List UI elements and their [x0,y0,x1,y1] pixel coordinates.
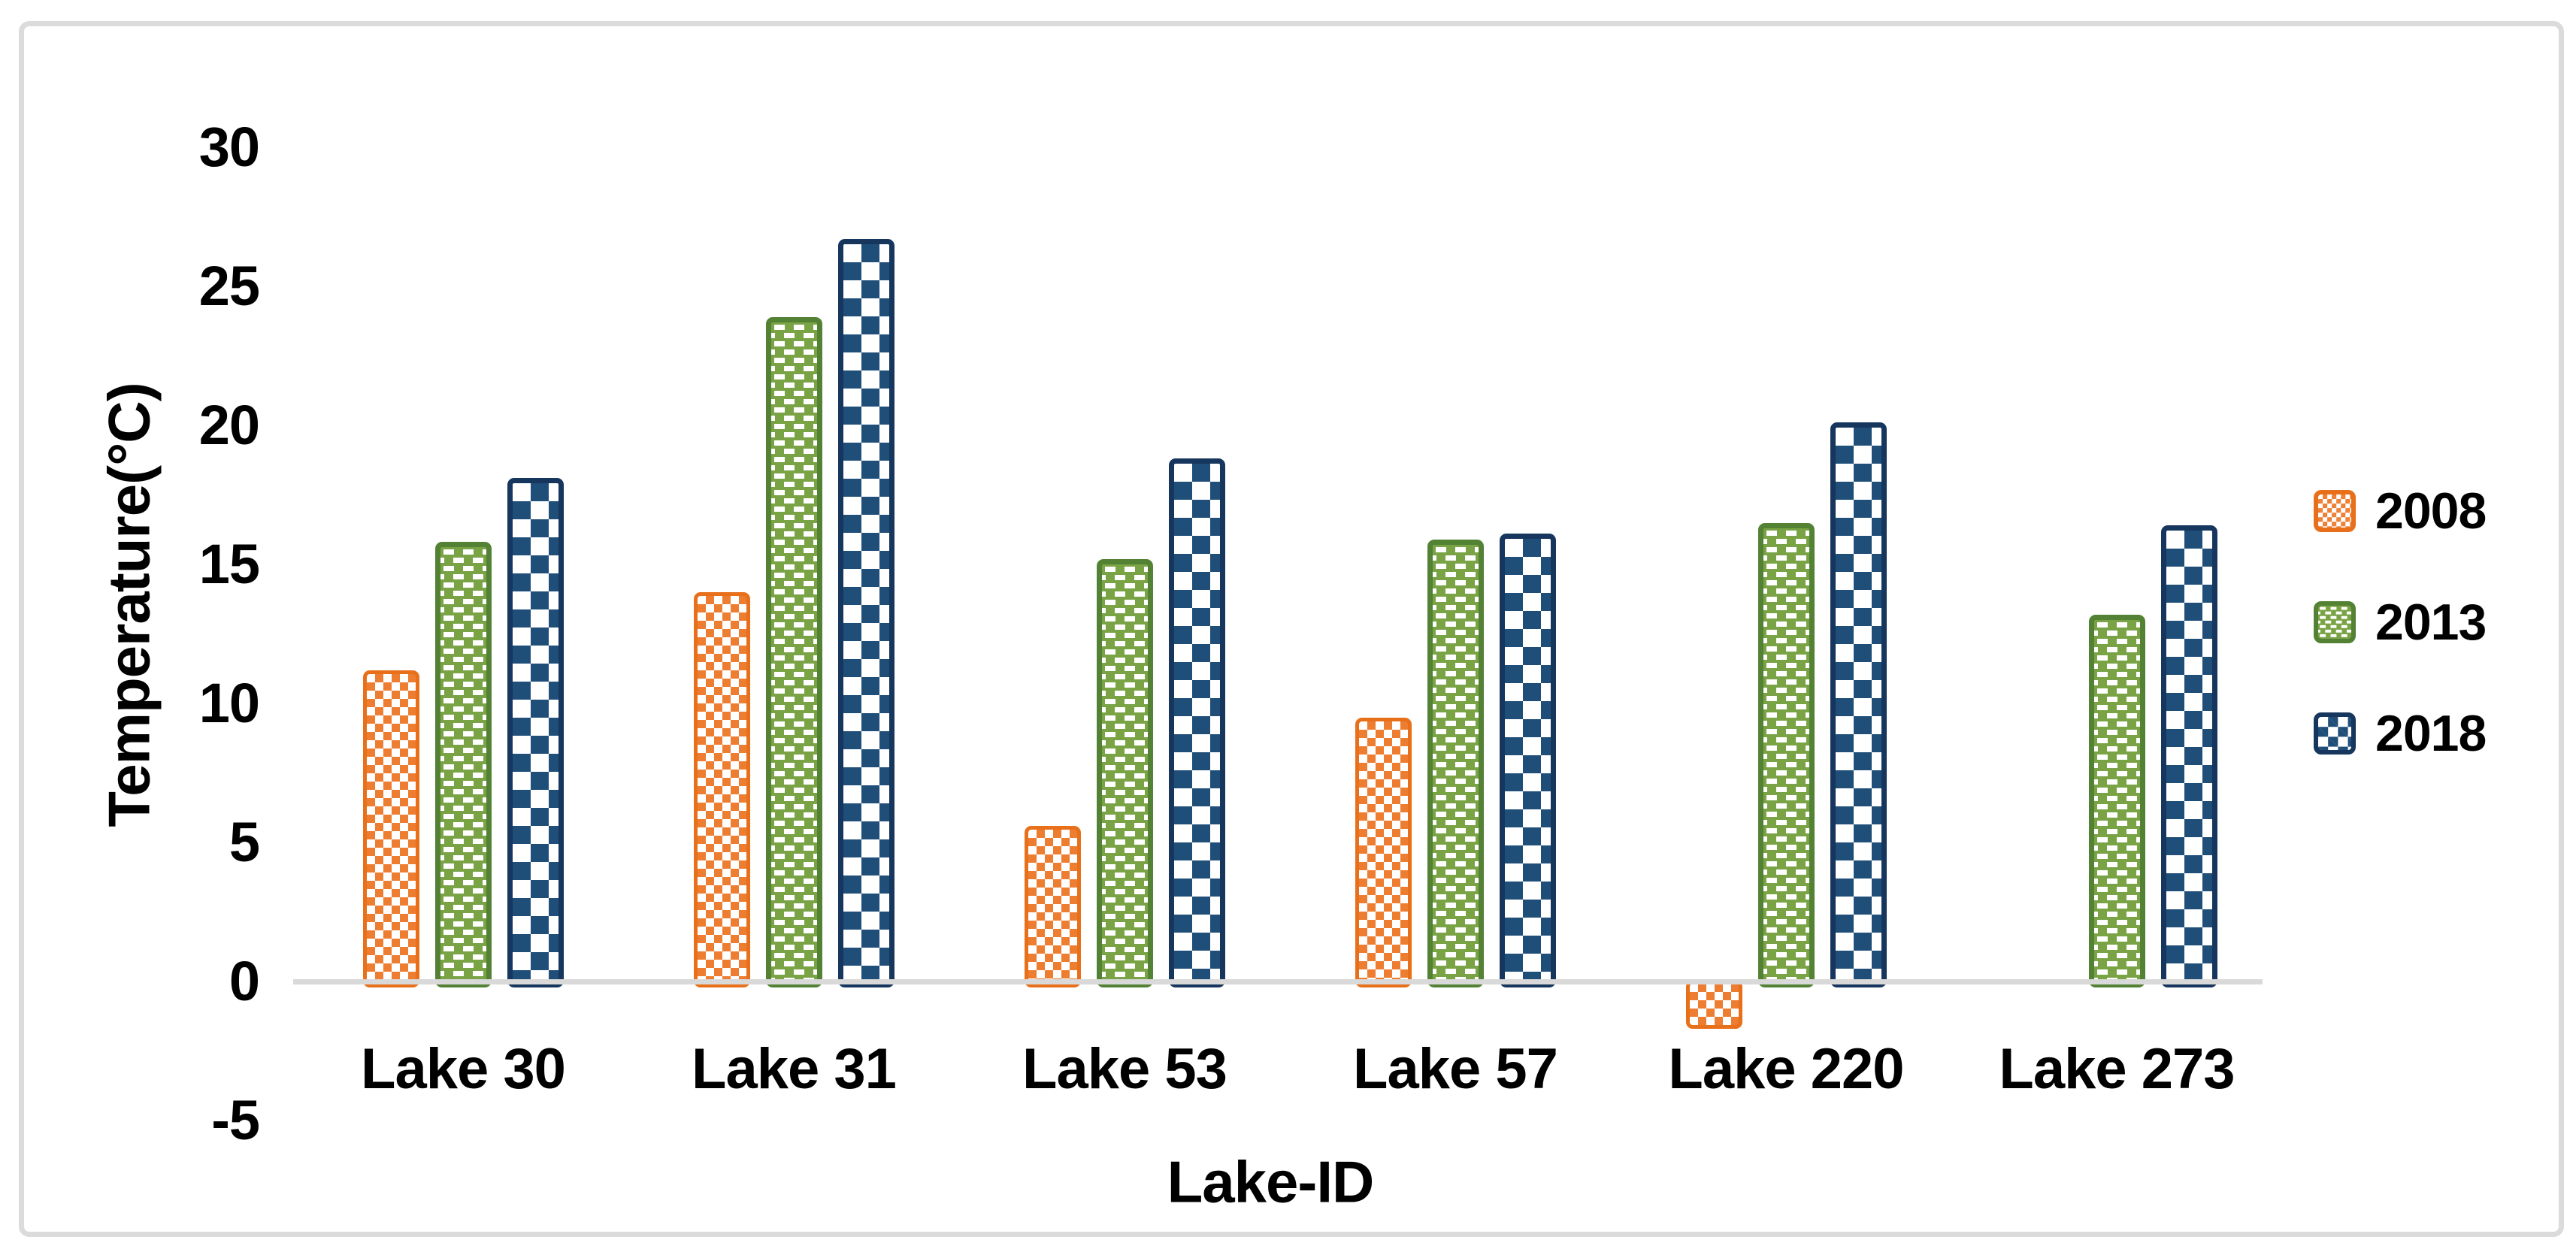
x-category-label: Lake 273 [1999,1037,2235,1101]
x-category-label: Lake 30 [361,1037,566,1101]
y-tick-label: 0 [229,950,260,1012]
legend-label: 2008 [2375,482,2487,540]
legend-item-2013: 2013 [2314,594,2487,651]
legend-swatch-2013 [2314,601,2356,643]
legend-swatch-2008 [2314,490,2356,532]
bar-2018-lake-273 [2160,525,2217,987]
x-category-label: Lake 57 [1353,1037,1558,1101]
x-category-label: Lake 53 [1022,1037,1227,1101]
bar-2013-lake-273 [2088,614,2145,987]
bar-2008-lake-57 [1355,717,1412,987]
legend-label: 2018 [2375,705,2487,762]
bar-2018-lake-30 [507,478,564,987]
x-axis-baseline [293,979,2263,984]
bar-2013-lake-220 [1757,522,1815,987]
legend-label: 2013 [2375,594,2487,651]
y-tick-label: 25 [198,255,260,317]
bar-2008-lake-31 [693,592,750,987]
bar-2018-lake-53 [1168,458,1225,987]
legend-item-2008: 2008 [2314,482,2487,540]
bar-2008-lake-53 [1024,825,1081,987]
legend-item-2018: 2018 [2314,705,2487,762]
x-category-label: Lake 31 [692,1037,897,1101]
y-tick-label: 30 [198,116,260,178]
y-tick-label: 15 [198,533,260,595]
bar-2018-lake-220 [1830,422,1887,987]
bar-2018-lake-57 [1499,534,1556,987]
legend-swatch-2018 [2314,712,2356,755]
y-tick-label: -5 [211,1089,260,1151]
bar-2008-lake-220 [1685,980,1742,1029]
chart-frame [19,21,2564,1237]
bar-2008-lake-30 [362,670,419,987]
bar-2013-lake-31 [765,316,822,987]
bar-2013-lake-57 [1427,539,1484,987]
bar-2013-lake-53 [1096,558,1153,987]
y-tick-label: 20 [198,394,260,456]
bar-2013-lake-30 [434,542,492,987]
y-tick-label: 10 [198,672,260,734]
bar-2018-lake-31 [837,239,894,987]
x-axis-title: Lake-ID [1167,1148,1375,1215]
y-tick-label: 5 [229,811,260,873]
x-category-label: Lake 220 [1668,1037,1904,1101]
